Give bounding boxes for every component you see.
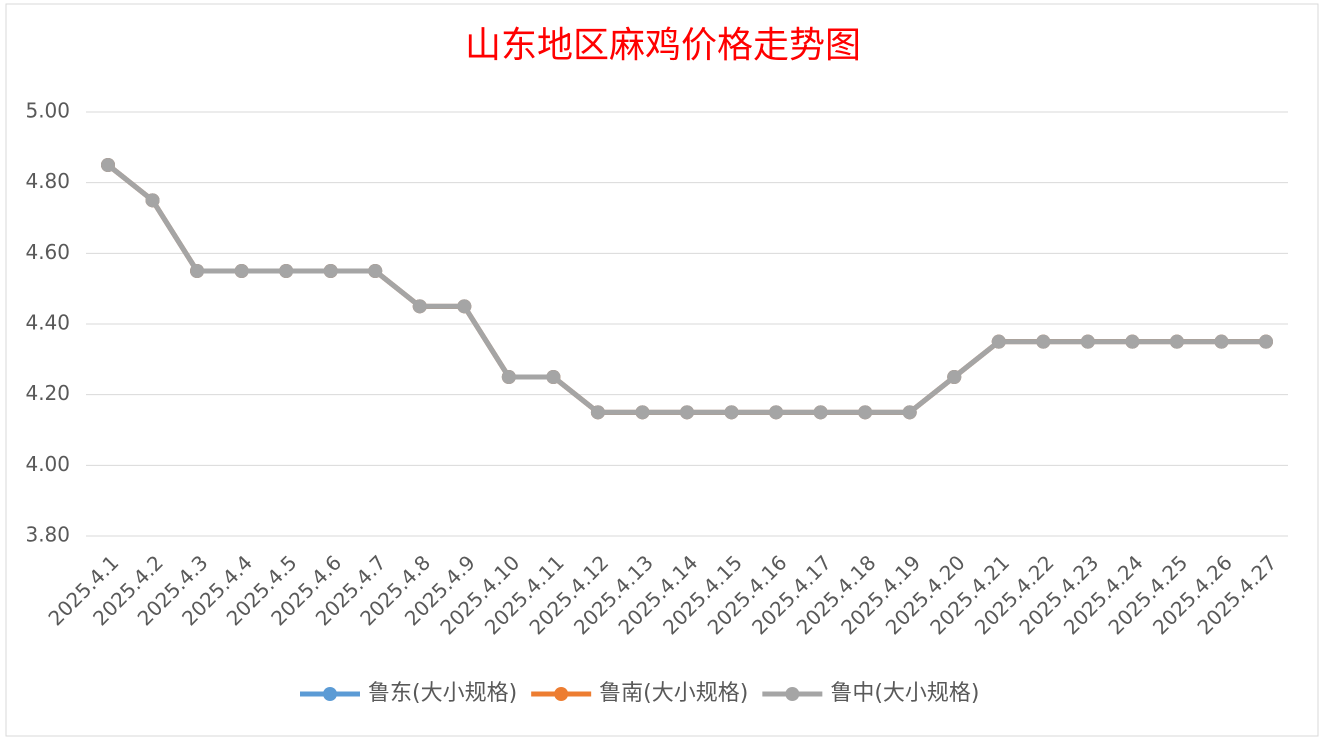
legend-marker — [785, 687, 800, 701]
legend-marker — [323, 687, 337, 701]
data-point — [769, 405, 784, 420]
legend-label: 鲁中(大小规格) — [830, 681, 979, 706]
data-point — [680, 405, 694, 420]
data-point — [902, 405, 917, 420]
data-point — [991, 334, 1006, 349]
data-point — [501, 370, 516, 384]
data-point — [412, 299, 427, 314]
y-tick-label: 5.00 — [25, 99, 70, 123]
data-point — [858, 405, 873, 420]
legend-marker — [554, 687, 569, 701]
data-point — [1036, 334, 1051, 349]
chart-title: 山东地区麻鸡价格走势图 — [465, 25, 861, 66]
legend-label: 鲁东(大小规格) — [368, 681, 517, 706]
data-point — [1169, 334, 1184, 349]
data-point — [234, 264, 249, 278]
data-point — [1125, 334, 1140, 349]
y-tick-label: 4.20 — [25, 381, 70, 405]
data-point — [1214, 334, 1229, 349]
data-point — [635, 405, 650, 420]
y-tick-label: 4.60 — [25, 240, 70, 264]
data-point — [190, 264, 205, 278]
data-point — [1080, 334, 1095, 349]
data-point — [457, 299, 472, 314]
data-point — [279, 264, 294, 278]
chart-area — [5, 3, 1319, 737]
data-point — [145, 193, 160, 208]
data-point — [947, 370, 962, 384]
y-tick-label: 4.00 — [25, 452, 70, 476]
data-point — [1259, 334, 1273, 349]
data-point — [724, 405, 739, 420]
data-point — [813, 405, 828, 420]
data-point — [323, 264, 338, 278]
y-tick-label: 4.80 — [25, 169, 70, 193]
data-point — [546, 370, 561, 384]
data-point — [590, 405, 605, 420]
y-tick-label: 3.80 — [25, 523, 70, 547]
y-tick-label: 4.40 — [25, 311, 70, 335]
data-point — [101, 158, 115, 172]
data-point — [368, 264, 383, 278]
legend-label: 鲁南(大小规格) — [599, 681, 748, 706]
